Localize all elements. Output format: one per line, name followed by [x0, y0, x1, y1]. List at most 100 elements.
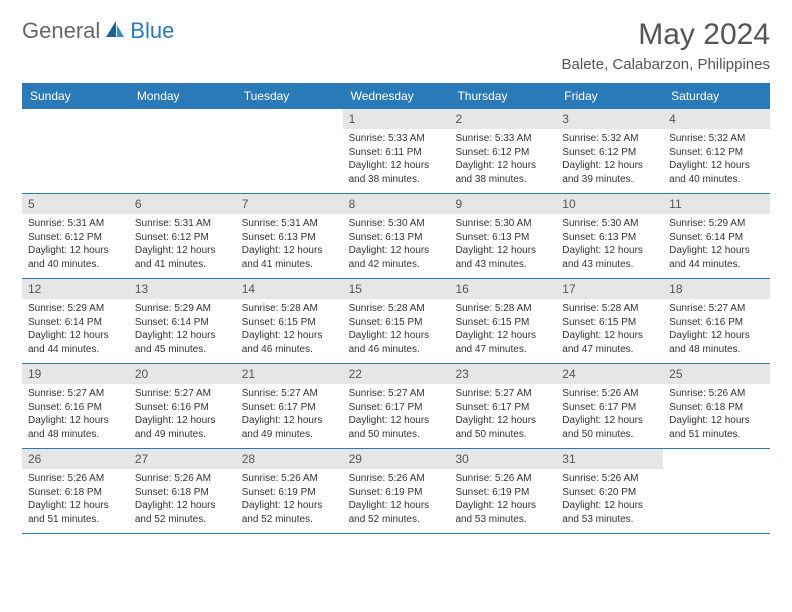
header: General Blue May 2024 Balete, Calabarzon… — [22, 18, 770, 73]
day-cell: 16Sunrise: 5:28 AMSunset: 6:15 PMDayligh… — [449, 279, 556, 363]
day-cell: 17Sunrise: 5:28 AMSunset: 6:15 PMDayligh… — [556, 279, 663, 363]
day-cell: 7Sunrise: 5:31 AMSunset: 6:13 PMDaylight… — [236, 194, 343, 278]
daylight-text: Daylight: 12 hours and 38 minutes. — [349, 159, 444, 186]
day-number: 1 — [343, 109, 450, 129]
day-number: 12 — [22, 279, 129, 299]
sunrise-text: Sunrise: 5:27 AM — [242, 387, 337, 401]
day-number: 7 — [236, 194, 343, 214]
daylight-text: Daylight: 12 hours and 53 minutes. — [455, 499, 550, 526]
day-cell: 4Sunrise: 5:32 AMSunset: 6:12 PMDaylight… — [663, 109, 770, 193]
daylight-text: Daylight: 12 hours and 50 minutes. — [349, 414, 444, 441]
sunset-text: Sunset: 6:17 PM — [349, 401, 444, 415]
day-cell: 10Sunrise: 5:30 AMSunset: 6:13 PMDayligh… — [556, 194, 663, 278]
sunrise-text: Sunrise: 5:28 AM — [242, 302, 337, 316]
daylight-text: Daylight: 12 hours and 41 minutes. — [135, 244, 230, 271]
sunset-text: Sunset: 6:13 PM — [349, 231, 444, 245]
day-header: Tuesday — [236, 83, 343, 109]
sunset-text: Sunset: 6:18 PM — [135, 486, 230, 500]
sunrise-text: Sunrise: 5:33 AM — [349, 132, 444, 146]
day-header: Sunday — [22, 83, 129, 109]
day-number: 3 — [556, 109, 663, 129]
page-title: May 2024 — [562, 18, 770, 52]
sunset-text: Sunset: 6:13 PM — [562, 231, 657, 245]
sunset-text: Sunset: 6:15 PM — [349, 316, 444, 330]
sunset-text: Sunset: 6:17 PM — [455, 401, 550, 415]
day-cell: 19Sunrise: 5:27 AMSunset: 6:16 PMDayligh… — [22, 364, 129, 448]
sunset-text: Sunset: 6:14 PM — [135, 316, 230, 330]
sunset-text: Sunset: 6:20 PM — [562, 486, 657, 500]
day-number: 11 — [663, 194, 770, 214]
sunset-text: Sunset: 6:12 PM — [669, 146, 764, 160]
day-cell: 27Sunrise: 5:26 AMSunset: 6:18 PMDayligh… — [129, 449, 236, 533]
sunrise-text: Sunrise: 5:26 AM — [135, 472, 230, 486]
daylight-text: Daylight: 12 hours and 51 minutes. — [669, 414, 764, 441]
week-row: 19Sunrise: 5:27 AMSunset: 6:16 PMDayligh… — [22, 364, 770, 449]
sunrise-text: Sunrise: 5:30 AM — [455, 217, 550, 231]
day-cell: 24Sunrise: 5:26 AMSunset: 6:17 PMDayligh… — [556, 364, 663, 448]
day-number: 16 — [449, 279, 556, 299]
sunset-text: Sunset: 6:12 PM — [28, 231, 123, 245]
week-row: 26Sunrise: 5:26 AMSunset: 6:18 PMDayligh… — [22, 449, 770, 534]
day-header: Thursday — [449, 83, 556, 109]
day-cell: 29Sunrise: 5:26 AMSunset: 6:19 PMDayligh… — [343, 449, 450, 533]
sunset-text: Sunset: 6:14 PM — [28, 316, 123, 330]
day-number: 10 — [556, 194, 663, 214]
daylight-text: Daylight: 12 hours and 52 minutes. — [242, 499, 337, 526]
day-cell: . — [129, 109, 236, 193]
day-cell: . — [663, 449, 770, 533]
day-cell: 9Sunrise: 5:30 AMSunset: 6:13 PMDaylight… — [449, 194, 556, 278]
day-cell: . — [236, 109, 343, 193]
sunset-text: Sunset: 6:18 PM — [28, 486, 123, 500]
day-cell: 3Sunrise: 5:32 AMSunset: 6:12 PMDaylight… — [556, 109, 663, 193]
sunset-text: Sunset: 6:19 PM — [242, 486, 337, 500]
sunrise-text: Sunrise: 5:31 AM — [242, 217, 337, 231]
daylight-text: Daylight: 12 hours and 50 minutes. — [562, 414, 657, 441]
sunset-text: Sunset: 6:17 PM — [242, 401, 337, 415]
day-header: Saturday — [663, 83, 770, 109]
day-header: Monday — [129, 83, 236, 109]
sunset-text: Sunset: 6:15 PM — [455, 316, 550, 330]
day-number: 6 — [129, 194, 236, 214]
daylight-text: Daylight: 12 hours and 52 minutes. — [349, 499, 444, 526]
day-cell: 21Sunrise: 5:27 AMSunset: 6:17 PMDayligh… — [236, 364, 343, 448]
sunset-text: Sunset: 6:13 PM — [455, 231, 550, 245]
daylight-text: Daylight: 12 hours and 41 minutes. — [242, 244, 337, 271]
sunrise-text: Sunrise: 5:28 AM — [562, 302, 657, 316]
day-number: 9 — [449, 194, 556, 214]
daylight-text: Daylight: 12 hours and 51 minutes. — [28, 499, 123, 526]
logo-text-general: General — [22, 18, 100, 44]
sunrise-text: Sunrise: 5:26 AM — [669, 387, 764, 401]
sunrise-text: Sunrise: 5:27 AM — [28, 387, 123, 401]
day-cell: 28Sunrise: 5:26 AMSunset: 6:19 PMDayligh… — [236, 449, 343, 533]
daylight-text: Daylight: 12 hours and 40 minutes. — [28, 244, 123, 271]
sunset-text: Sunset: 6:16 PM — [28, 401, 123, 415]
sunrise-text: Sunrise: 5:30 AM — [349, 217, 444, 231]
day-number: 14 — [236, 279, 343, 299]
sunrise-text: Sunrise: 5:28 AM — [455, 302, 550, 316]
sunrise-text: Sunrise: 5:27 AM — [135, 387, 230, 401]
sunset-text: Sunset: 6:12 PM — [562, 146, 657, 160]
day-cell: 12Sunrise: 5:29 AMSunset: 6:14 PMDayligh… — [22, 279, 129, 363]
daylight-text: Daylight: 12 hours and 48 minutes. — [28, 414, 123, 441]
sunrise-text: Sunrise: 5:31 AM — [28, 217, 123, 231]
sunset-text: Sunset: 6:12 PM — [135, 231, 230, 245]
day-number: 28 — [236, 449, 343, 469]
daylight-text: Daylight: 12 hours and 47 minutes. — [562, 329, 657, 356]
day-number: 30 — [449, 449, 556, 469]
sunset-text: Sunset: 6:12 PM — [455, 146, 550, 160]
sunrise-text: Sunrise: 5:26 AM — [562, 472, 657, 486]
daylight-text: Daylight: 12 hours and 43 minutes. — [562, 244, 657, 271]
sunrise-text: Sunrise: 5:27 AM — [669, 302, 764, 316]
sunset-text: Sunset: 6:16 PM — [669, 316, 764, 330]
day-number: 29 — [343, 449, 450, 469]
daylight-text: Daylight: 12 hours and 46 minutes. — [349, 329, 444, 356]
sunrise-text: Sunrise: 5:26 AM — [455, 472, 550, 486]
day-number: 21 — [236, 364, 343, 384]
daylight-text: Daylight: 12 hours and 50 minutes. — [455, 414, 550, 441]
calendar: SundayMondayTuesdayWednesdayThursdayFrid… — [22, 83, 770, 534]
day-number: 2 — [449, 109, 556, 129]
sunset-text: Sunset: 6:14 PM — [669, 231, 764, 245]
daylight-text: Daylight: 12 hours and 52 minutes. — [135, 499, 230, 526]
day-cell: 5Sunrise: 5:31 AMSunset: 6:12 PMDaylight… — [22, 194, 129, 278]
sail-icon — [104, 19, 126, 44]
